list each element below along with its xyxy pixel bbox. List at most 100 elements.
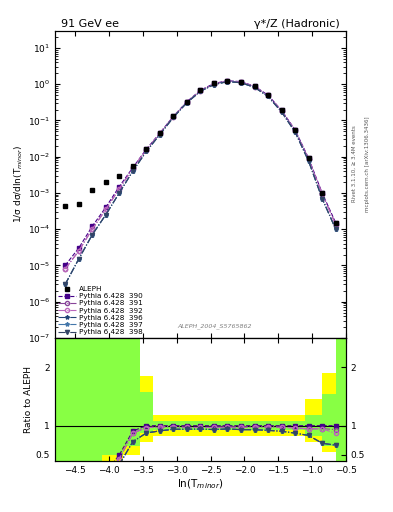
Pythia 6.428  398	[171, 114, 176, 120]
Pythia 6.428  396	[130, 168, 135, 174]
ALEPH	[171, 113, 176, 119]
Text: ALEPH_2004_S5765862: ALEPH_2004_S5765862	[178, 323, 252, 329]
Text: Rivet 3.1.10, ≥ 3.4M events: Rivet 3.1.10, ≥ 3.4M events	[352, 125, 357, 202]
Pythia 6.428  392	[117, 186, 121, 192]
Pythia 6.428  392	[130, 165, 135, 172]
Pythia 6.428  392	[171, 114, 176, 120]
Pythia 6.428  398	[266, 93, 270, 99]
Pythia 6.428  396	[306, 158, 311, 164]
Pythia 6.428  397	[320, 196, 325, 202]
Pythia 6.428  390	[306, 155, 311, 161]
Pythia 6.428  397	[279, 109, 284, 115]
Pythia 6.428  396	[144, 148, 149, 155]
Pythia 6.428  398	[90, 232, 95, 238]
ALEPH	[320, 190, 325, 196]
Pythia 6.428  390	[279, 108, 284, 114]
ALEPH	[63, 202, 68, 208]
Pythia 6.428  390	[117, 183, 121, 189]
Pythia 6.428  398	[211, 81, 216, 88]
Pythia 6.428  391	[103, 206, 108, 212]
Pythia 6.428  390	[130, 164, 135, 170]
Line: Pythia 6.428  392: Pythia 6.428 392	[63, 79, 338, 271]
ALEPH	[185, 99, 189, 105]
ALEPH	[239, 78, 243, 84]
Pythia 6.428  390	[198, 87, 203, 93]
ALEPH	[90, 187, 95, 193]
Pythia 6.428  397	[225, 78, 230, 84]
ALEPH	[130, 163, 135, 169]
Pythia 6.428  396	[185, 100, 189, 106]
Pythia 6.428  390	[266, 92, 270, 98]
Pythia 6.428  396	[293, 129, 298, 135]
Pythia 6.428  392	[63, 266, 68, 272]
Pythia 6.428  396	[117, 190, 121, 196]
ALEPH	[76, 201, 81, 207]
ALEPH	[293, 127, 298, 133]
Pythia 6.428  398	[320, 196, 325, 202]
Pythia 6.428  397	[306, 158, 311, 164]
ALEPH	[211, 80, 216, 87]
Pythia 6.428  396	[252, 84, 257, 91]
Text: 91 GeV ee: 91 GeV ee	[61, 18, 119, 29]
Pythia 6.428  390	[158, 130, 162, 136]
Pythia 6.428  391	[158, 131, 162, 137]
Pythia 6.428  397	[103, 211, 108, 218]
Pythia 6.428  391	[279, 108, 284, 114]
ALEPH	[279, 108, 284, 114]
Pythia 6.428  392	[76, 248, 81, 254]
Pythia 6.428  390	[225, 78, 230, 84]
Pythia 6.428  397	[211, 81, 216, 88]
Pythia 6.428  396	[211, 81, 216, 88]
Pythia 6.428  397	[158, 132, 162, 138]
Pythia 6.428  391	[198, 88, 203, 94]
Pythia 6.428  396	[90, 232, 95, 238]
Pythia 6.428  397	[293, 129, 298, 135]
Pythia 6.428  390	[293, 127, 298, 133]
ALEPH	[333, 220, 338, 226]
Pythia 6.428  398	[158, 132, 162, 138]
Pythia 6.428  398	[144, 148, 149, 155]
Pythia 6.428  397	[333, 226, 338, 232]
Pythia 6.428  391	[211, 81, 216, 87]
Pythia 6.428  390	[185, 99, 189, 105]
ALEPH	[158, 130, 162, 136]
Pythia 6.428  391	[239, 79, 243, 85]
Pythia 6.428  396	[239, 80, 243, 86]
Pythia 6.428  397	[171, 114, 176, 120]
Pythia 6.428  391	[320, 190, 325, 197]
Pythia 6.428  398	[63, 281, 68, 287]
Y-axis label: Ratio to ALEPH: Ratio to ALEPH	[24, 366, 33, 433]
Pythia 6.428  392	[185, 99, 189, 105]
Pythia 6.428  391	[266, 92, 270, 98]
Pythia 6.428  392	[252, 83, 257, 90]
Pythia 6.428  396	[279, 109, 284, 115]
Line: Pythia 6.428  391: Pythia 6.428 391	[63, 79, 338, 271]
Pythia 6.428  391	[293, 127, 298, 134]
Pythia 6.428  397	[252, 84, 257, 91]
Pythia 6.428  390	[333, 220, 338, 226]
Pythia 6.428  391	[76, 248, 81, 254]
Pythia 6.428  392	[266, 92, 270, 98]
Pythia 6.428  392	[198, 88, 203, 94]
Pythia 6.428  398	[306, 158, 311, 164]
Pythia 6.428  392	[90, 226, 95, 232]
Line: Pythia 6.428  390: Pythia 6.428 390	[63, 79, 338, 268]
Pythia 6.428  398	[252, 84, 257, 91]
ALEPH	[266, 92, 270, 98]
Pythia 6.428  392	[239, 79, 243, 85]
Pythia 6.428  396	[158, 132, 162, 138]
Pythia 6.428  397	[130, 168, 135, 174]
Pythia 6.428  392	[103, 206, 108, 212]
Pythia 6.428  398	[239, 80, 243, 86]
Pythia 6.428  398	[279, 109, 284, 115]
Pythia 6.428  390	[171, 113, 176, 119]
Pythia 6.428  390	[63, 262, 68, 268]
ALEPH	[117, 173, 121, 179]
Text: mcplots.cern.ch [arXiv:1306.3436]: mcplots.cern.ch [arXiv:1306.3436]	[365, 116, 371, 211]
Pythia 6.428  391	[185, 99, 189, 105]
Pythia 6.428  391	[117, 186, 121, 192]
Pythia 6.428  390	[239, 78, 243, 84]
Pythia 6.428  390	[103, 204, 108, 210]
Line: Pythia 6.428  398: Pythia 6.428 398	[63, 79, 338, 287]
Line: Pythia 6.428  396: Pythia 6.428 396	[63, 79, 338, 287]
